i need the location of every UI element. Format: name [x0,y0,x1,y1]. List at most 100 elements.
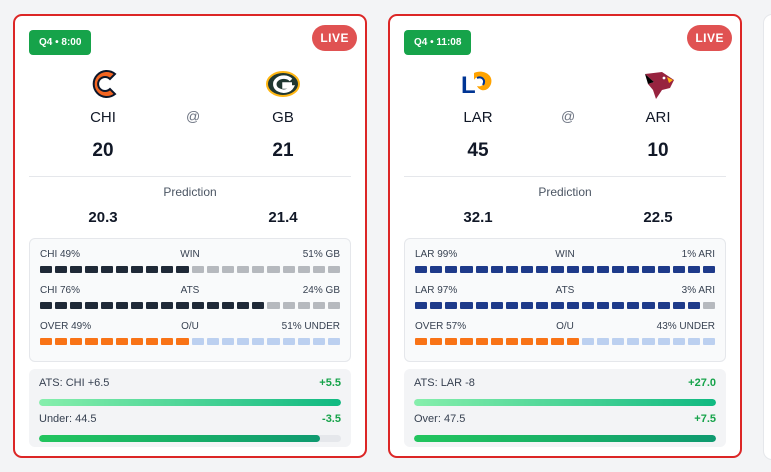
bar-center-label: ATS [180,285,200,296]
total-result-row: Under: 44.5 -3.5 [39,413,341,447]
bar-segment [551,266,564,273]
away-score: 45 [467,140,489,161]
total-label: Under: 44.5 [39,413,97,425]
progress-track [414,399,716,406]
bar-segment [657,266,670,273]
bar-segment [312,338,325,345]
bar-segment [327,266,341,273]
bar-segment [702,338,716,345]
bar-segment [490,266,503,273]
bar-left-label: CHI 76% [40,285,81,296]
bar-right-label: 24% GB [302,285,340,296]
bar-segment [672,266,685,273]
home-team-abbr: GB [272,109,294,126]
bar-segment [161,338,174,345]
bar-segment [627,302,640,309]
bar-left-label: CHI 49% [40,249,81,260]
bar-segment [566,302,579,309]
bar-segment [70,302,83,309]
bar-segment [596,338,610,345]
bar-segment [176,266,189,273]
prediction-label: Prediction [538,185,592,199]
bar-center-label: ATS [555,285,575,296]
bar-segment [551,338,564,345]
bar-segment [55,266,68,273]
bar-segment [415,302,428,309]
away-prediction: 20.3 [88,209,118,226]
bar-segment [505,302,519,309]
bar-segment [40,266,53,273]
bar-segment [581,338,594,345]
win-probability-row: LAR 99% WIN 1% ARI [415,249,716,275]
bar-left-label: OVER 49% [40,321,92,332]
bar-segment [672,338,685,345]
bar-segment [55,338,68,345]
bar-segment [596,302,610,309]
live-badge: LIVE [687,25,732,51]
bar-segment [85,302,98,309]
bar-segment [612,302,625,309]
bar-segment [115,338,128,345]
total-value: -3.5 [322,413,341,425]
bar-segment [191,302,204,309]
bar-segment [130,338,144,345]
bar-segment [297,302,310,309]
bar-segment [536,266,549,273]
progress-track [39,435,341,442]
bar-center-label: O/U [181,321,199,332]
game-card-chi-gb[interactable]: Q4 • 8:00 LIVE CHI @ GB 20 21 Prediction… [13,14,367,458]
bar-left-label: LAR 97% [415,285,458,296]
bar-segment [505,338,519,345]
bar-segment [206,302,219,309]
progress-track [39,399,341,406]
bar-center-label: O/U [556,321,574,332]
bar-segment [327,302,341,309]
bar-center-label: WIN [555,249,575,260]
home-score: 10 [647,140,669,161]
progress-fill [414,435,716,442]
bar-segment [282,266,295,273]
bar-segment [460,302,473,309]
win-probability-row: CHI 49% WIN 51% GB [40,249,341,275]
ats-probability-row: CHI 76% ATS 24% GB [40,285,341,311]
ats-probability-row: LAR 97% ATS 3% ARI [415,285,716,311]
bar-segment [70,266,83,273]
bar-segment [702,266,716,273]
next-game-card-edge[interactable] [763,14,771,460]
progress-track [414,435,716,442]
bar-segment [596,266,610,273]
bar-segment [312,266,325,273]
bar-segment [475,266,488,273]
bar-segment [642,302,655,309]
bar-segment [612,266,625,273]
bar-right-label: 51% GB [302,249,340,260]
bar-right-label: 43% UNDER [656,321,715,332]
away-prediction: 32.1 [463,209,493,226]
bar-segment [146,302,159,309]
bar-segment [221,338,235,345]
bar-segment [70,338,83,345]
bar-segment [642,266,655,273]
bar-segment [252,302,265,309]
bar-segment [460,266,473,273]
ats-results: ATS: CHI +6.5 +5.5 Under: 44.5 -3.5 [29,369,351,447]
progress-fill [39,399,341,406]
bar-segment [327,338,341,345]
bar-segment [581,266,594,273]
ats-value: +27.0 [688,377,716,389]
bar-segment [475,338,488,345]
bar-segment [536,302,549,309]
bar-segment [581,302,594,309]
game-clock-badge: Q4 • 11:08 [404,30,472,55]
bar-segment [430,266,443,273]
ats-label: ATS: LAR -8 [414,377,475,389]
bar-segment [505,266,519,273]
bar-segment [237,338,250,345]
progress-fill [414,399,716,406]
bar-segment [176,302,189,309]
game-card-lar-ari[interactable]: Q4 • 11:08 LIVE L LAR @ ARI 45 10 Predic… [388,14,742,458]
progress-fill [39,435,320,442]
divider [404,176,726,177]
bar-segment [237,266,250,273]
bar-segment [627,338,640,345]
